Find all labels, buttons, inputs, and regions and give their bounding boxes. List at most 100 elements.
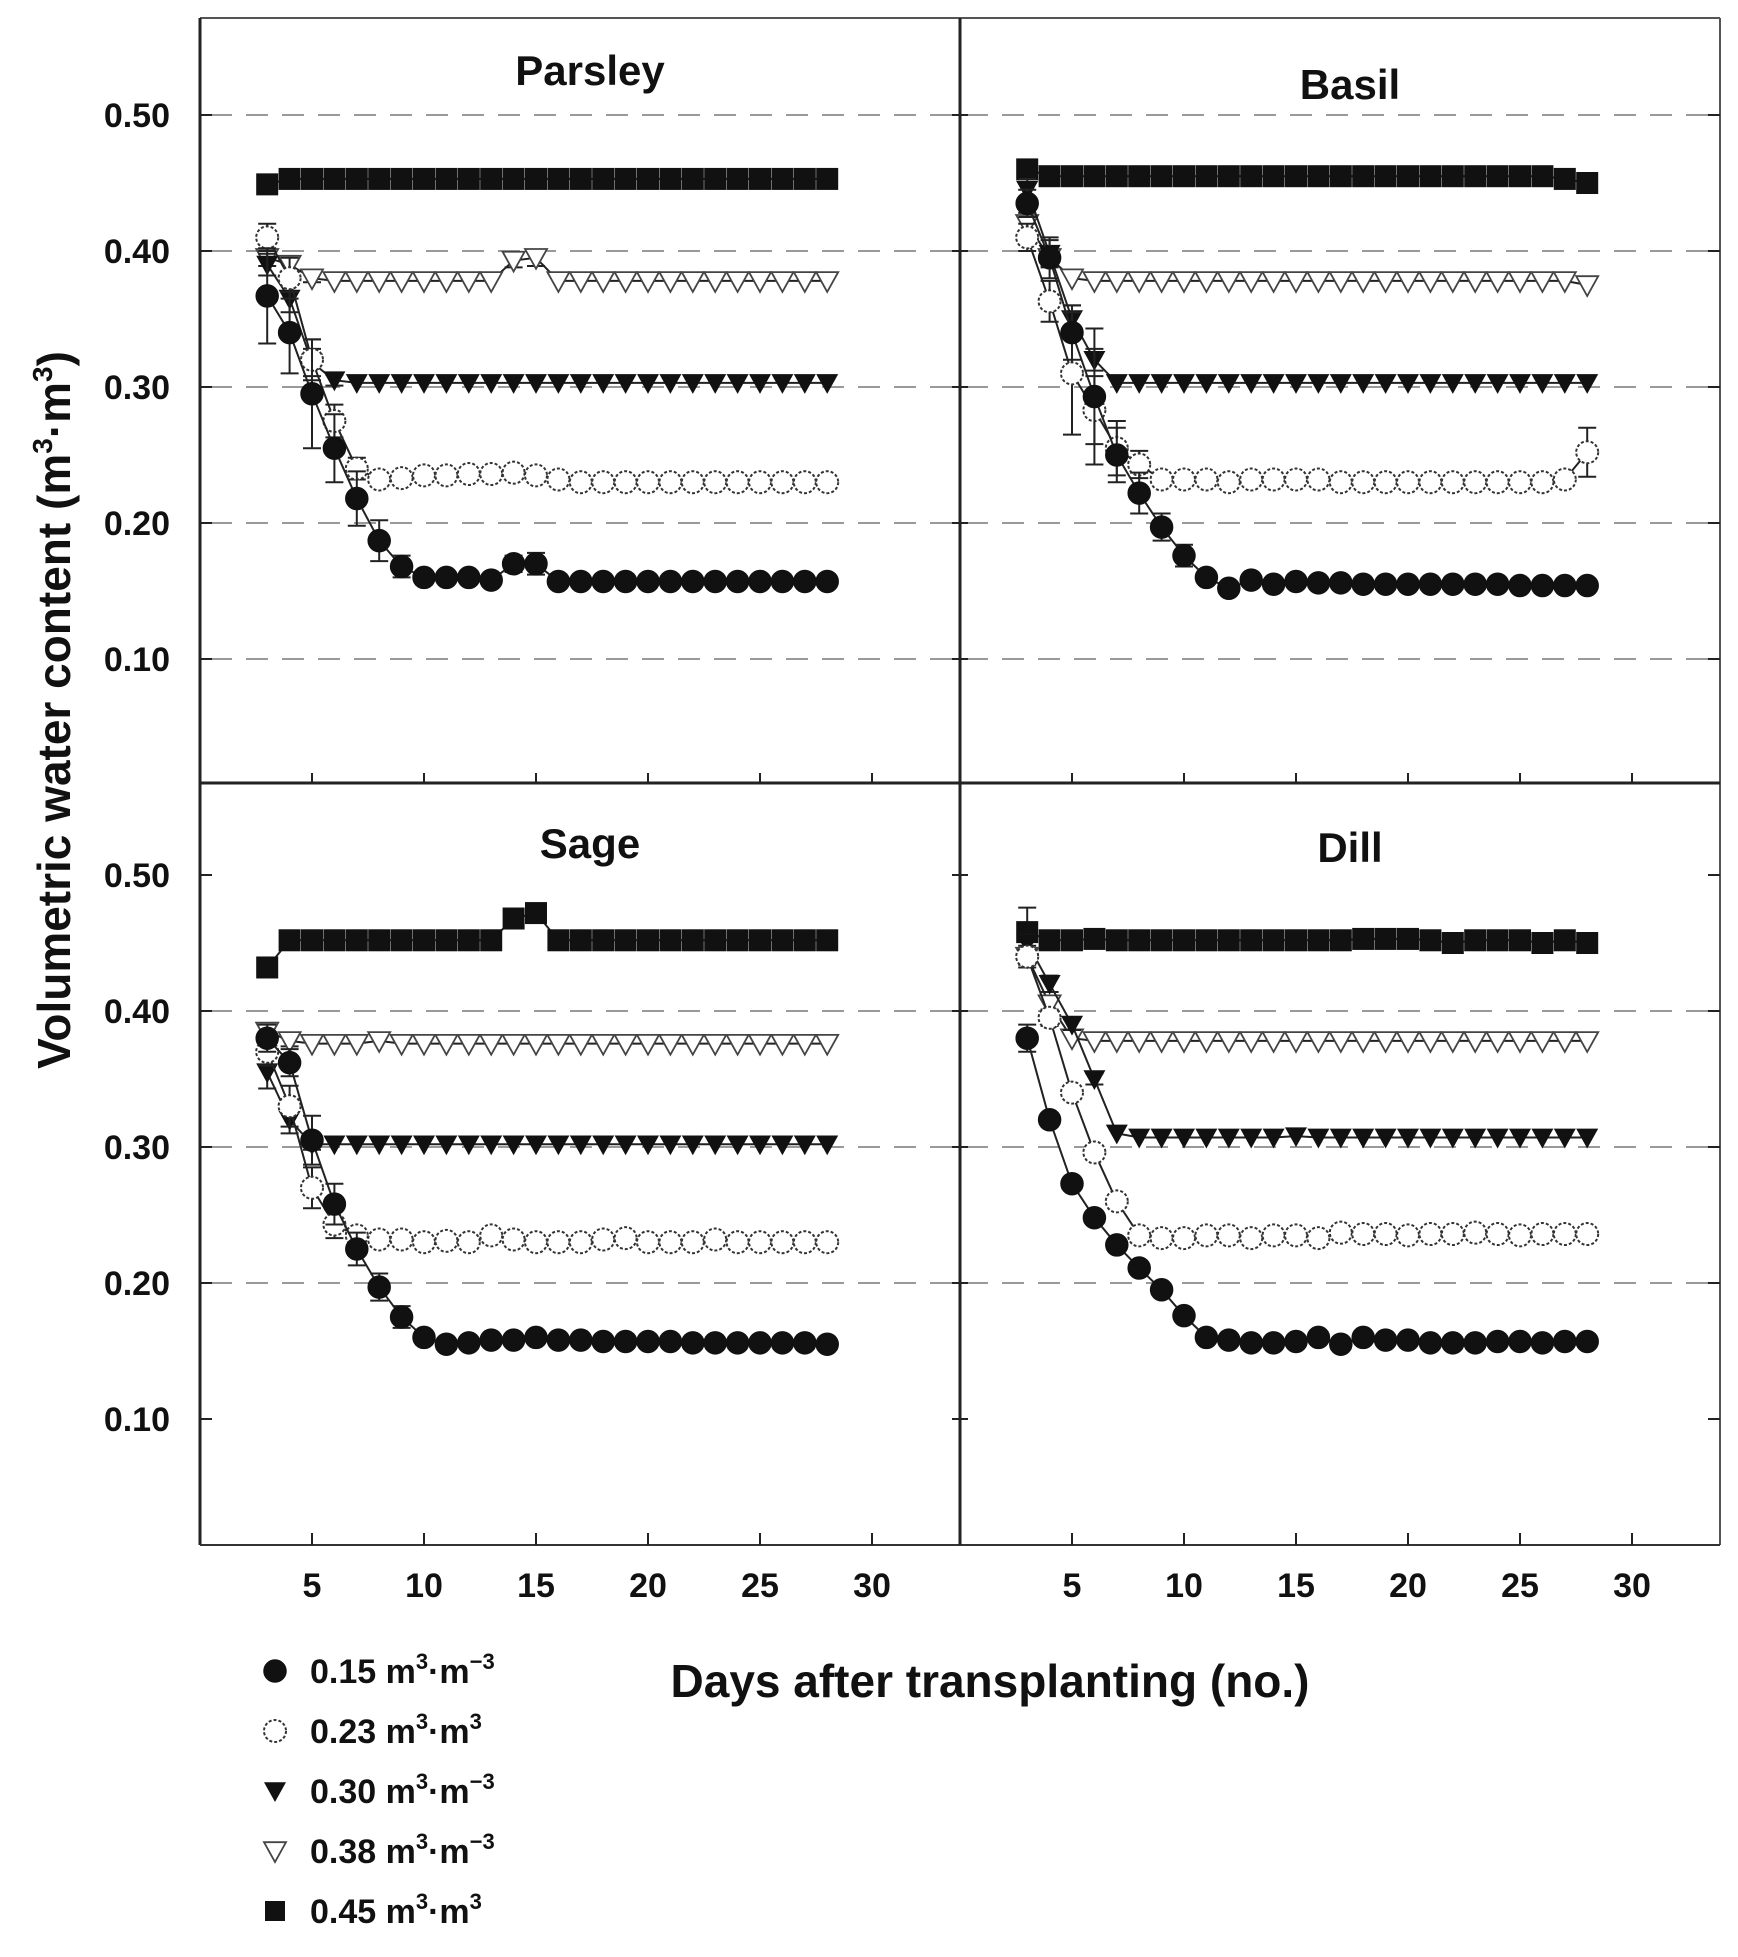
y-tick-label: 0.30 [104, 369, 170, 407]
point-filled-triangle [323, 1135, 346, 1156]
point-filled-square [704, 167, 727, 190]
point-open-triangle [1529, 271, 1555, 294]
point-filled-square [457, 167, 480, 190]
point-open-circle [1149, 1226, 1174, 1251]
series-0.30 [256, 1054, 839, 1156]
point-filled-triangle [1576, 374, 1599, 394]
point-filled-triangle [1419, 374, 1442, 394]
point-open-triangle [501, 1033, 527, 1057]
point-open-triangle [635, 271, 661, 294]
point-open-circle [1172, 467, 1196, 492]
point-open-triangle [1081, 271, 1107, 294]
point-filled-square [435, 167, 458, 190]
series-0.23 [255, 222, 840, 495]
point-open-circle [725, 470, 750, 495]
point-open-circle [1373, 470, 1398, 495]
point-filled-square [1509, 929, 1531, 952]
point-filled-triangle [1195, 1128, 1218, 1149]
point-filled-square [1374, 165, 1397, 188]
point-filled-triangle [704, 1135, 727, 1156]
point-open-circle [1284, 1223, 1308, 1248]
point-filled-square [1262, 165, 1285, 188]
point-filled-square [480, 929, 503, 952]
point-filled-square [592, 167, 615, 190]
point-filled-square [457, 929, 480, 952]
point-filled-circle [1194, 1325, 1219, 1350]
point-open-triangle [1574, 275, 1600, 298]
point-filled-circle [1485, 572, 1510, 596]
legend-label: 0.23 m3·m3 [310, 1709, 482, 1751]
point-filled-square [413, 929, 435, 952]
point-open-triangle [1081, 1031, 1107, 1054]
point-open-triangle [456, 1033, 482, 1057]
point-filled-triangle [1128, 1128, 1151, 1149]
point-filled-circle [479, 1328, 503, 1352]
data-marks: Parsley Basil Sage Dill [254, 47, 1600, 1356]
point-filled-circle [1396, 572, 1420, 596]
point-open-triangle [321, 1033, 347, 1057]
point-filled-square [390, 929, 413, 952]
panel-title: Basil [1300, 61, 1400, 108]
point-open-triangle [344, 271, 370, 294]
point-open-circle [1104, 1189, 1129, 1214]
point-filled-square [771, 929, 794, 952]
series-line [1026, 203, 1588, 590]
point-filled-triangle [1195, 374, 1218, 394]
point-filled-square [413, 167, 435, 190]
point-filled-circle [658, 569, 683, 594]
point-open-triangle [1238, 271, 1264, 294]
panel-title: Dill [1317, 824, 1382, 871]
point-filled-circle [389, 1305, 414, 1329]
point-open-triangle [792, 1033, 818, 1057]
point-open-circle [1530, 1222, 1555, 1247]
point-filled-circle [524, 1325, 548, 1350]
panel-sage: Sage [254, 820, 840, 1356]
point-filled-circle [1149, 515, 1174, 539]
point-open-triangle [545, 1033, 571, 1057]
point-filled-circle [1261, 572, 1286, 596]
point-filled-circle [1396, 1328, 1420, 1352]
point-filled-circle [748, 1331, 772, 1355]
point-open-triangle [1485, 271, 1511, 294]
point-filled-circle [345, 1237, 369, 1261]
point-filled-square [816, 167, 839, 190]
point-filled-square [1509, 165, 1531, 188]
point-filled-circle [457, 565, 481, 590]
point-filled-square [771, 167, 794, 190]
point-filled-square [301, 167, 323, 190]
point-filled-circle [389, 554, 414, 579]
point-filled-square [368, 929, 391, 952]
point-open-triangle [747, 1033, 773, 1057]
point-open-circle [456, 462, 481, 487]
point-open-triangle [590, 271, 616, 294]
point-filled-square [1397, 165, 1419, 188]
point-open-triangle [1328, 1031, 1354, 1054]
point-open-circle [1575, 440, 1600, 465]
point-filled-square [1464, 929, 1487, 952]
point-open-triangle [1350, 271, 1376, 294]
point-filled-square [1150, 165, 1173, 188]
point-open-circle [613, 1226, 638, 1251]
point-filled-circle [636, 569, 660, 594]
point-filled-triangle [1352, 1128, 1375, 1149]
point-filled-triangle [345, 1135, 368, 1156]
point-filled-circle [255, 1026, 279, 1050]
point-filled-circle [367, 1275, 391, 1299]
point-filled-circle [1306, 571, 1331, 595]
x-tick-label: 5 [303, 1567, 322, 1605]
point-filled-square [816, 929, 839, 952]
point-filled-triangle [1061, 1015, 1083, 1036]
point-filled-square [323, 929, 346, 952]
point-filled-circle [725, 1331, 750, 1355]
point-open-circle [1351, 1222, 1376, 1247]
point-filled-circle [725, 569, 750, 594]
point-open-triangle [1440, 1031, 1466, 1054]
point-open-circle [1060, 1080, 1084, 1105]
series-0.23 [1015, 944, 1600, 1251]
point-open-circle [1373, 1222, 1398, 1247]
point-filled-circle [703, 1331, 727, 1355]
point-filled-square [480, 167, 503, 190]
point-open-circle [591, 470, 616, 495]
point-filled-triangle [704, 374, 727, 394]
x-tick-label: 10 [1165, 1567, 1203, 1605]
